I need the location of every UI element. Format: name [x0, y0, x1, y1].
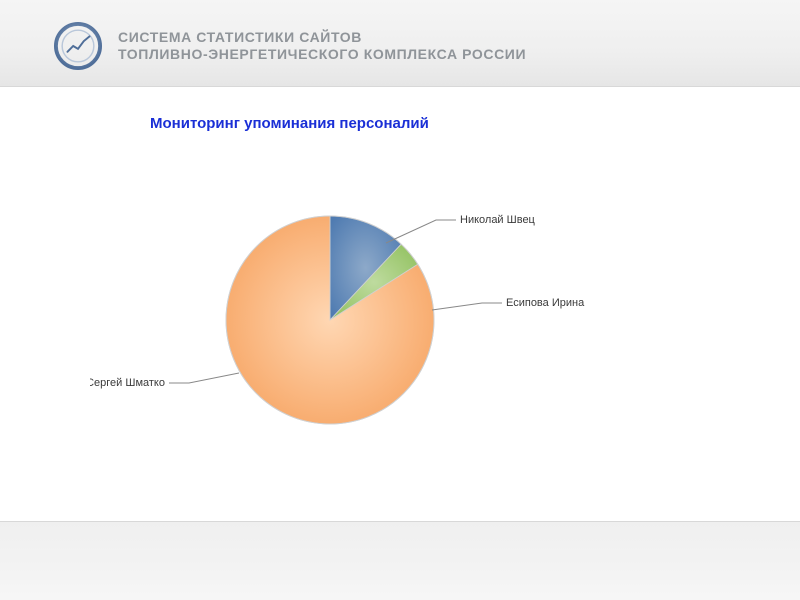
leader-line	[169, 373, 239, 383]
site-logo-icon	[54, 22, 102, 70]
slice-label: Сергей Шматко	[90, 377, 165, 389]
logo-block: СИСТЕМА СТАТИСТИКИ САЙТОВ ТОПЛИВНО-ЭНЕРГ…	[54, 22, 526, 70]
chart-title: Мониторинг упоминания персоналий	[150, 115, 429, 132]
header-band: СИСТЕМА СТАТИСТИКИ САЙТОВ ТОПЛИВНО-ЭНЕРГ…	[0, 0, 800, 87]
slice-label: Николай Швец	[460, 214, 536, 226]
logo-line2: ТОПЛИВНО-ЭНЕРГЕТИЧЕСКОГО КОМПЛЕКСА РОССИ…	[118, 46, 526, 63]
leader-line	[432, 303, 502, 310]
footer-band	[0, 521, 800, 600]
logo-text: СИСТЕМА СТАТИСТИКИ САЙТОВ ТОПЛИВНО-ЭНЕРГ…	[118, 29, 526, 63]
slice-label: Есипова Ирина	[506, 297, 585, 309]
logo-line1: СИСТЕМА СТАТИСТИКИ САЙТОВ	[118, 29, 526, 46]
pie-chart: Николай Швец Есипова Ирина Сергей Шматко	[90, 170, 650, 470]
